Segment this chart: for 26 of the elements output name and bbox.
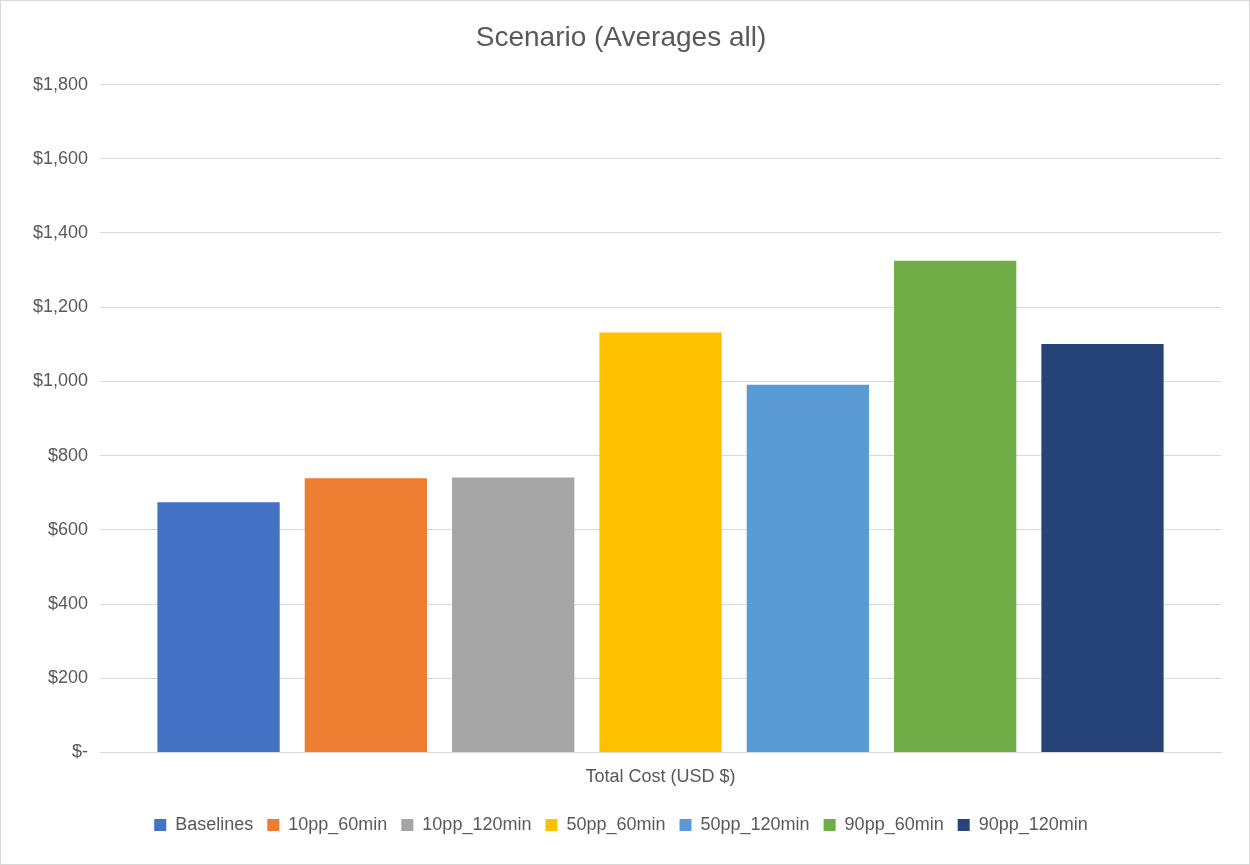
y-tick-label: $400 <box>48 592 89 613</box>
legend-label: 10pp_60min <box>288 813 388 835</box>
bar <box>1041 343 1164 752</box>
legend-label: 90pp_120min <box>978 813 1088 835</box>
y-tick-label: $800 <box>48 444 89 465</box>
bar <box>599 332 722 752</box>
chart-title: Scenario (Averages all) <box>475 20 767 52</box>
y-tick-label: $1,600 <box>32 147 89 168</box>
bar <box>304 478 428 752</box>
bar <box>746 384 869 752</box>
x-tick-label: Total Cost (USD $) <box>585 766 736 787</box>
y-tick-label: $600 <box>48 518 89 539</box>
legend-label: 50pp_120min <box>700 813 810 835</box>
y-tick-label: $1,400 <box>32 221 89 242</box>
legend-label: 90pp_60min <box>844 813 944 835</box>
y-tick-label: $- <box>72 741 89 762</box>
y-tick-label: $1,800 <box>32 73 89 94</box>
bar <box>452 477 575 752</box>
bar <box>894 260 1017 752</box>
y-tick-label: $1,200 <box>32 296 89 317</box>
y-tick-label: $200 <box>48 667 89 688</box>
y-tick-label: $1,000 <box>32 370 89 391</box>
legend-label: 50pp_60min <box>566 813 666 835</box>
bar <box>157 502 280 752</box>
legend-label: Baselines <box>175 813 254 834</box>
legend-label: 10pp_120min <box>422 813 532 835</box>
